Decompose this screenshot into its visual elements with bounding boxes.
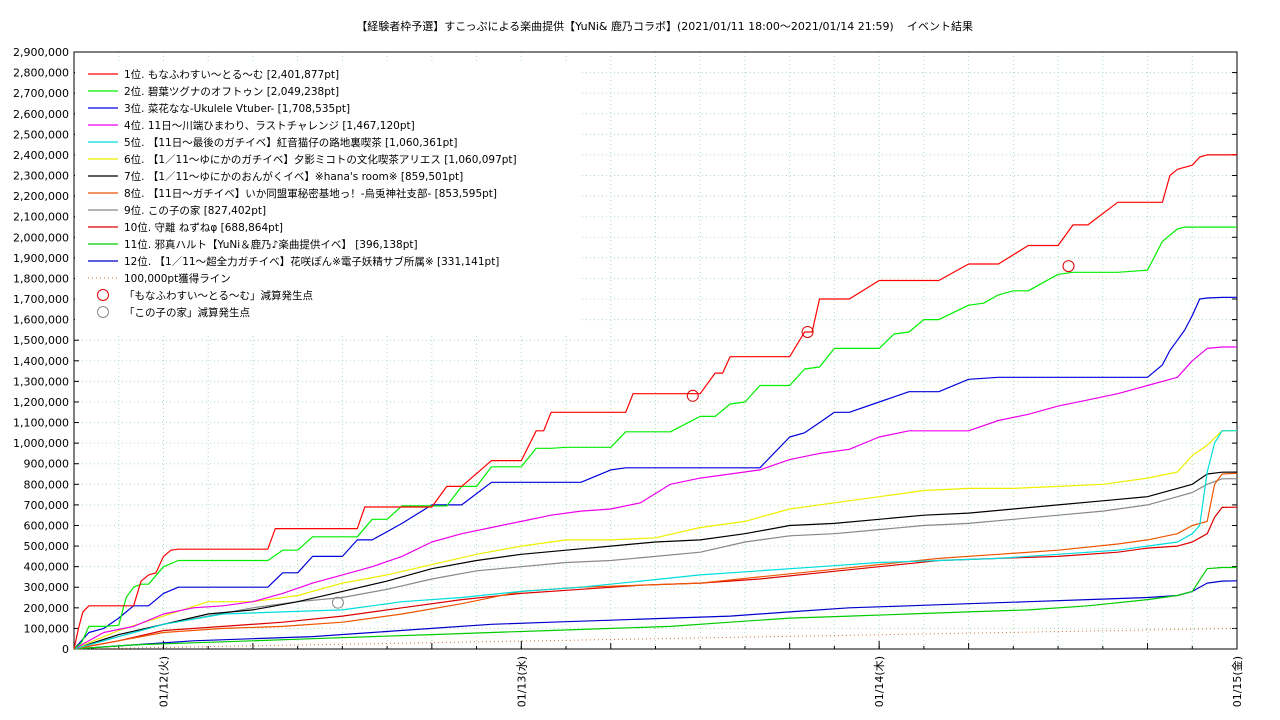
y-tick-label: 2,700,000 [13,87,69,100]
y-tick-label: 1,500,000 [13,334,69,347]
y-tick-label: 2,300,000 [13,170,69,183]
legend-label-reference: 100,000pt獲得ライン [124,272,231,285]
y-tick-label: 800,000 [24,478,70,491]
y-tick-label: 1,100,000 [13,417,69,430]
chart-subtitle: イベント結果 [907,19,973,33]
y-tick-label: 1,700,000 [13,293,69,306]
legend-label-6: 6位. 【1／11〜ゆにかのガチイベ】夕影ミコトの文化喫茶アリエス [1,060… [124,153,517,166]
y-tick-label: 1,200,000 [13,396,69,409]
y-tick-label: 1,300,000 [13,375,69,388]
legend-box [75,62,582,334]
series-line-3 [73,296,1238,650]
legend-label-1: 1位. もなふわすい〜とる〜む [2,401,877pt] [124,68,339,81]
series-line-12 [73,580,1238,650]
y-tick-label: 500,000 [24,540,70,553]
legend-label-10: 10位. 守離 ねずねφ [688,864pt] [124,221,283,234]
y-tick-label: 100,000 [24,622,70,635]
y-tick-label: 1,400,000 [13,355,69,368]
subtraction-marker-2 [331,596,344,609]
series-line-10 [73,506,1238,650]
series-line-6 [73,430,1237,650]
legend-label-8: 8位. 【11日〜ガチイベ】いか同盟軍秘密基地っ！-烏兎神社支部- [853,5… [124,187,497,200]
legend-label-2: 2位. 碧葉ツグナのオフトゥン [2,049,238pt] [124,85,339,98]
axes: 0 100,000 200,000 300,000 400,000 500,000 600,… [13,46,1244,707]
series-line-7 [73,471,1238,650]
y-tick-label: 700,000 [24,499,70,512]
subtraction-marker-1 [801,325,814,338]
series-line-8 [73,472,1238,650]
series-lines [73,153,1238,650]
legend-label-3: 3位. 菜花なな-Ukulele Vtuber- [1,708,535pt] [124,102,350,115]
legend-label-11: 11位. 邪真ハルト【YuNi＆鹿乃♪楽曲提供イベ】 [396,138pt] [124,238,418,251]
legend-marker-2 [97,306,109,318]
y-tick-label: 1,000,000 [13,437,69,450]
legend-label-12: 12位. 【1／11〜超全力ガチイベ】花咲ぽん※電子妖精サブ所属※ [331,1… [124,255,499,268]
legend-label-9: 9位. この子の家 [827,402pt] [124,204,266,217]
x-tick-label: 01/15(金) [1230,656,1244,707]
series-line-5 [73,430,1238,650]
y-tick-label: 2,800,000 [13,67,69,80]
legend-label-marker-1: 「もなふわすい〜とる〜む」減算発生点 [124,289,313,302]
legend-label-7: 7位. 【1／11〜ゆにかのおんがくイベ】※hana's room※ [859,… [124,170,463,183]
x-tick-label: 01/12(火) [157,656,170,707]
series-line-11 [73,566,1237,650]
series-line-1 [73,153,1238,650]
series-line-4 [73,346,1237,650]
y-tick-label: 300,000 [24,581,70,594]
x-tick-label: 01/13(水) [515,656,528,707]
subtraction-marker-1 [686,389,699,402]
y-tick-label: 2,500,000 [13,128,69,141]
legend-label-4: 4位. 11日〜川端ひまわり、ラストチャレンジ [1,467,120pt] [124,119,415,132]
y-tick-label: 1,900,000 [13,252,69,265]
y-tick-label: 600,000 [24,519,70,532]
y-tick-label: 2,000,000 [13,231,69,244]
y-tick-label: 900,000 [24,458,70,471]
y-tick-label: 2,400,000 [13,149,69,162]
y-tick-label: 2,600,000 [13,108,69,121]
plot-frame [73,51,1238,650]
series-line-2 [73,226,1237,650]
y-tick-label: 2,100,000 [13,211,69,224]
y-tick-label: 1,600,000 [13,314,69,327]
y-tick-label: 400,000 [24,561,70,574]
y-tick-label: 2,900,000 [13,46,69,59]
y-tick-label: 0 [62,643,69,656]
y-tick-label: 1,800,000 [13,272,69,285]
y-tick-label: 200,000 [24,602,70,615]
markers [331,260,1075,609]
subtraction-marker-1 [1062,260,1075,273]
y-tick-label: 2,200,000 [13,190,69,203]
chart-title: 【経験者枠予選】すこっぷによる楽曲提供【YuNi& 鹿乃コラボ】(2021/01… [356,19,893,33]
legend: 1位. もなふわすい〜とる〜む [2,401,877pt] 2位. 碧葉ツグナのオ… [75,62,582,334]
legend-label-5: 5位. 【11日〜最後のガチイベ】紅音猫仔の路地裏喫茶 [1,060,361pt… [124,136,457,149]
x-tick-label: 01/14(木) [873,656,886,707]
legend-label-marker-2: 「この子の家」減算発生点 [124,306,250,319]
legend-marker-1 [97,289,109,301]
